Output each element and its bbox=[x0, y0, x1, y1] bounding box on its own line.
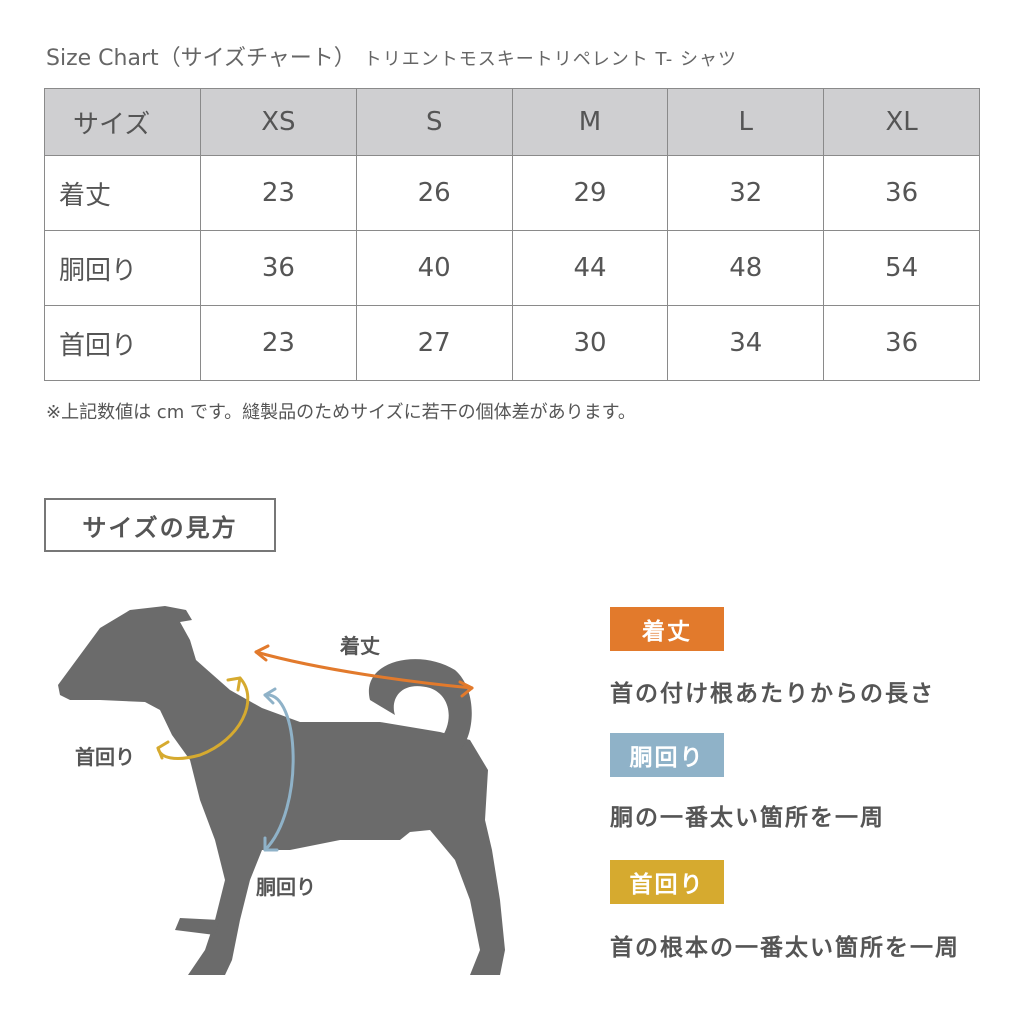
header-cell: S bbox=[355, 88, 513, 156]
cell: 44 bbox=[511, 230, 669, 306]
cell: 36 bbox=[823, 305, 980, 381]
cell: 27 bbox=[355, 305, 513, 381]
length-arrow bbox=[254, 650, 474, 690]
chest-arrow bbox=[263, 693, 295, 852]
table-row: 着丈 23 26 29 32 36 bbox=[44, 155, 980, 231]
title-main: Size Chart（サイズチャート） bbox=[46, 46, 356, 71]
cell: 36 bbox=[823, 155, 980, 231]
header-cell: サイズ bbox=[44, 88, 201, 156]
legend-badge-length: 着丈 bbox=[610, 607, 724, 651]
table-row: 胴回り 36 40 44 48 54 bbox=[44, 230, 980, 306]
howto-heading: サイズの見方 bbox=[44, 498, 276, 552]
cell: 36 bbox=[200, 230, 357, 306]
cell: 30 bbox=[511, 305, 669, 381]
cell: 32 bbox=[667, 155, 825, 231]
legend-badge-chest: 胴回り bbox=[610, 733, 724, 777]
legend-desc-chest: 胴の一番太い箇所を一周 bbox=[610, 805, 885, 831]
header-cell: XS bbox=[200, 88, 357, 156]
header-cell: M bbox=[511, 88, 669, 156]
size-table: サイズ XS S M L XL 着丈 23 26 29 32 36 胴回り 36… bbox=[44, 88, 980, 381]
chest-label: 胴回り bbox=[256, 875, 316, 899]
cell: 40 bbox=[355, 230, 513, 306]
cell: 54 bbox=[823, 230, 980, 306]
dog-silhouette-icon bbox=[58, 606, 505, 975]
legend-badge-neck: 首回り bbox=[610, 860, 724, 904]
legend-desc-length: 首の付け根あたりからの長さ bbox=[610, 681, 935, 707]
size-note: ※上記数値は cm です。縫製品のためサイズに若干の個体差があります。 bbox=[46, 402, 636, 423]
page-title: Size Chart（サイズチャート） トリエントモスキートリペレント T- シャ… bbox=[46, 40, 737, 72]
row-label: 首回り bbox=[44, 305, 201, 381]
cell: 26 bbox=[355, 155, 513, 231]
table-row: 首回り 23 27 30 34 36 bbox=[44, 305, 980, 381]
header-cell: XL bbox=[823, 88, 980, 156]
cell: 29 bbox=[511, 155, 669, 231]
header-cell: L bbox=[667, 88, 825, 156]
product-name: トリエントモスキートリペレント T- シャツ bbox=[363, 49, 738, 70]
neck-label: 首回り bbox=[75, 745, 135, 769]
cell: 23 bbox=[200, 155, 357, 231]
cell: 48 bbox=[667, 230, 825, 306]
length-label: 着丈 bbox=[340, 634, 380, 658]
table-header-row: サイズ XS S M L XL bbox=[44, 88, 980, 156]
neck-arrow bbox=[156, 676, 250, 760]
dog-diagram bbox=[58, 606, 505, 975]
row-label: 胴回り bbox=[44, 230, 201, 306]
row-label: 着丈 bbox=[44, 155, 201, 231]
legend-desc-neck: 首の根本の一番太い箇所を一周 bbox=[610, 935, 960, 961]
cell: 23 bbox=[200, 305, 357, 381]
cell: 34 bbox=[667, 305, 825, 381]
